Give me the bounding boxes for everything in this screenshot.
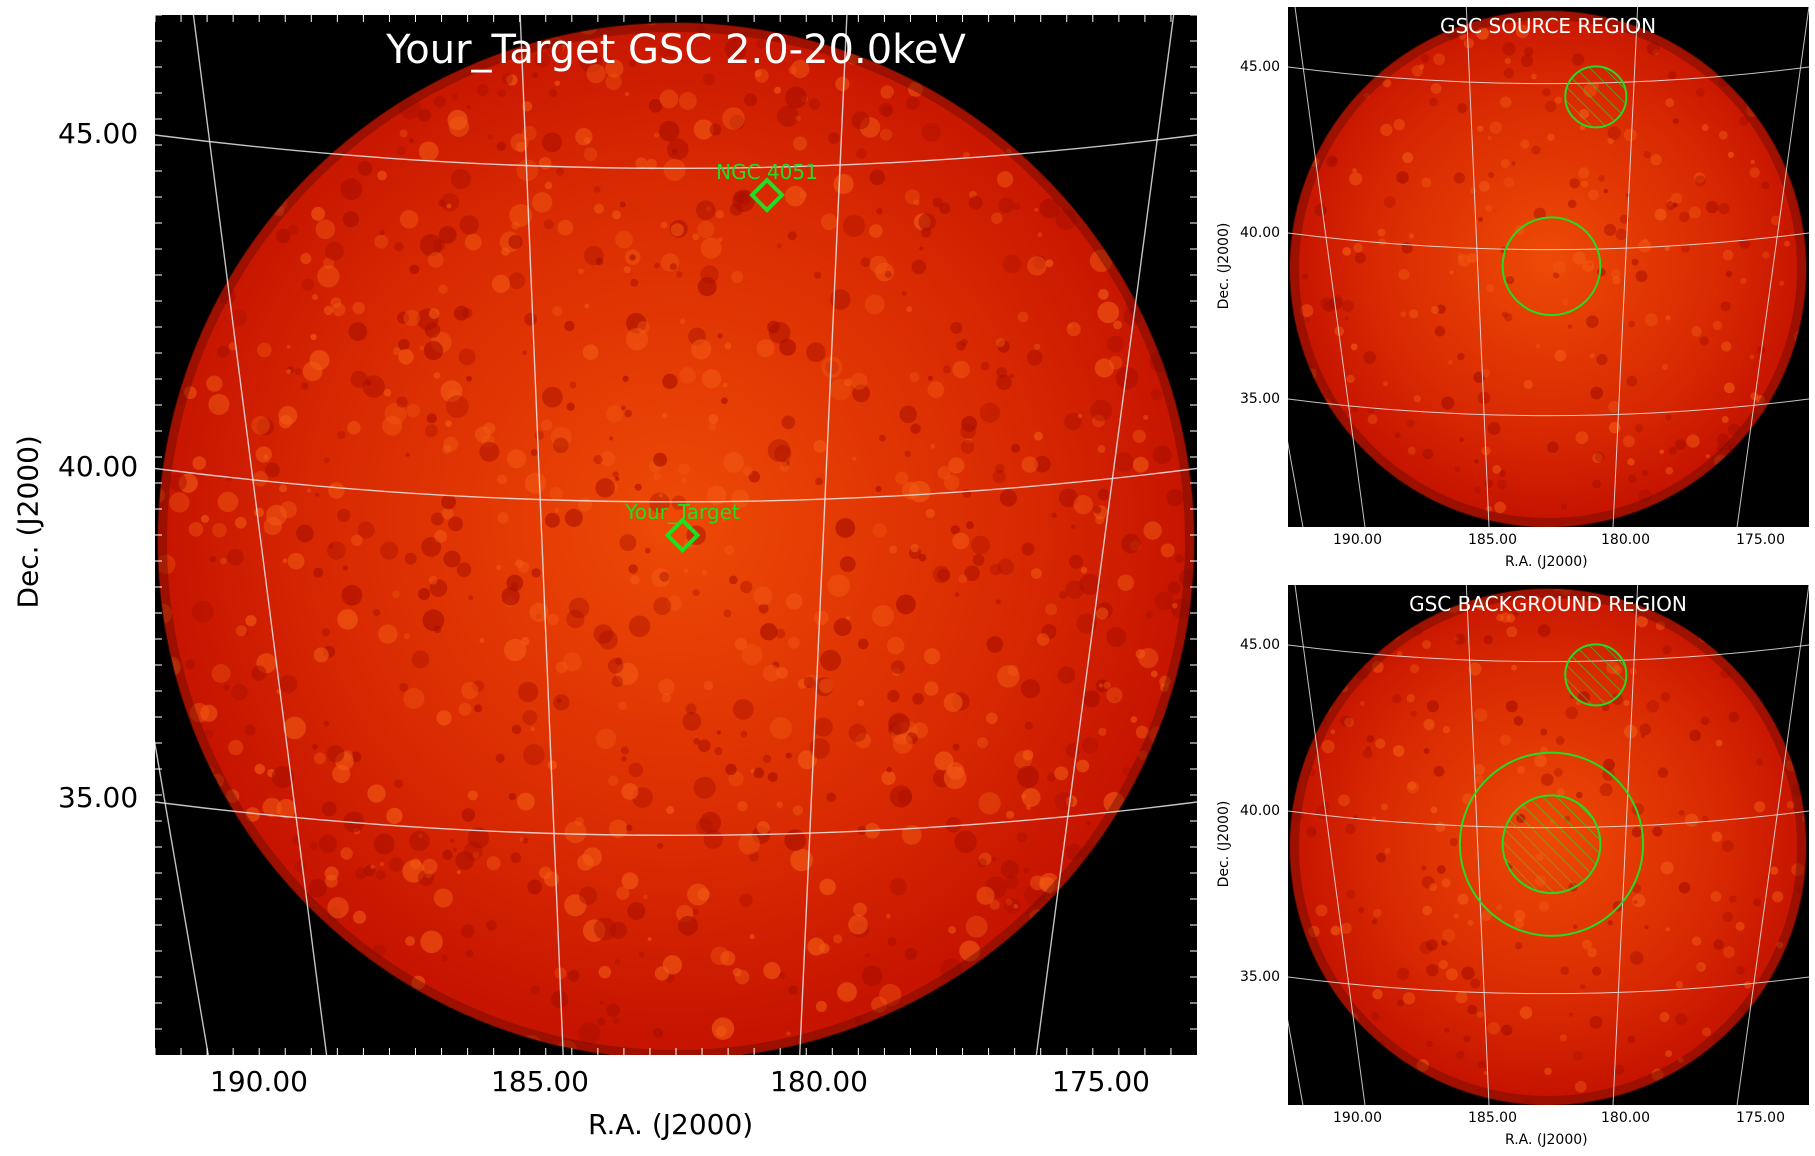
main-xtick-190: 190.00: [210, 1065, 308, 1098]
source-detector-disk: [1290, 11, 1806, 527]
background-ra-line-185: [1465, 585, 1490, 1105]
background-ytick-45: 45.00: [1240, 637, 1281, 653]
source-region-1: [1564, 65, 1628, 129]
main-ra-line-185: [519, 15, 564, 1055]
background-ytick-35: 35.00: [1240, 969, 1281, 985]
main-ra-line-180: [799, 15, 848, 1055]
main-ra-line-175: [1035, 15, 1175, 1055]
main-ytick-45: 45.00: [58, 117, 139, 150]
main-xtick-180: 180.00: [770, 1065, 868, 1098]
source-plot-area: GSC SOURCE REGION: [1288, 7, 1809, 527]
background-sky-image: [1288, 585, 1809, 1105]
background-ra-line-175: [1736, 585, 1809, 1105]
source-marker-0: [749, 177, 785, 213]
main-ylabel: Dec. (J2000): [11, 435, 45, 609]
source-xtick-180: 180.00: [1601, 532, 1650, 548]
source-label-0: NGC 4051: [716, 160, 818, 184]
main-panel: NGC 4051 Your_Target Your_Target GSC 2.0-…: [11, 15, 1197, 1141]
background-xtick-175: 175.00: [1736, 1110, 1785, 1126]
background-xtick-190: 190.00: [1333, 1110, 1382, 1126]
background-dec-line-45: [1288, 644, 1809, 663]
main-detector-disk: [158, 23, 1194, 1055]
source-title: GSC SOURCE REGION: [1439, 14, 1657, 38]
background-ytick-40: 40.00: [1240, 803, 1281, 819]
background-dec-line-35: [1288, 976, 1809, 995]
source-marker-1: [664, 517, 701, 554]
background-region-2: [1564, 643, 1628, 707]
background-ylabel: Dec. (J2000): [1216, 800, 1232, 888]
source-ytick-35: 35.00: [1240, 391, 1281, 407]
source-ylabel: Dec. (J2000): [1216, 222, 1232, 310]
source-xtick-185: 185.00: [1468, 532, 1517, 548]
source-dec-line-45: [1288, 66, 1809, 85]
source-ra-line-175: [1736, 7, 1809, 527]
source-xtick-190: 190.00: [1333, 532, 1382, 548]
main-ytick-35: 35.00: [58, 781, 139, 814]
source-ra-line-185: [1465, 7, 1490, 527]
source-ra-line-190: [1294, 7, 1366, 527]
main-ytick-40: 40.00: [58, 450, 139, 483]
source-dec-line-40: [1288, 232, 1809, 251]
source-ytick-45: 45.00: [1240, 59, 1281, 75]
source-ytick-40: 40.00: [1240, 225, 1281, 241]
background-plot-area: GSC BACKGROUND REGION: [1288, 585, 1809, 1105]
background-panel: GSC BACKGROUND REGION 45.00 40.00 35.00 …: [1210, 578, 1815, 1156]
source-xtick-175: 175.00: [1736, 532, 1785, 548]
main-dec-line-40: [155, 467, 1197, 503]
source-sky-image: [1288, 7, 1809, 527]
background-title: GSC BACKGROUND REGION: [1409, 592, 1687, 616]
source-xlabel: R.A. (J2000): [1505, 554, 1588, 570]
main-ra-line-192.5: [155, 739, 209, 1055]
source-panel: GSC SOURCE REGION 45.00 40.00 35.00 190.…: [1210, 0, 1815, 575]
background-coordinate-grid: [1288, 585, 1809, 1105]
main-frame-ticks: [155, 15, 1197, 1055]
main-title: Your_Target GSC 2.0-20.0keV: [386, 27, 966, 73]
background-xlabel: R.A. (J2000): [1505, 1132, 1588, 1148]
background-ra-line-180: [1612, 585, 1639, 1105]
source-region-0: [1501, 216, 1602, 317]
source-ra-line-180: [1612, 7, 1639, 527]
background-xtick-180: 180.00: [1601, 1110, 1650, 1126]
background-xtick-185: 185.00: [1468, 1110, 1517, 1126]
source-dec-line-35: [1288, 398, 1809, 417]
main-ra-line-190: [192, 15, 328, 1055]
main-coordinate-grid: [155, 15, 1197, 1055]
main-xtick-175: 175.00: [1052, 1065, 1150, 1098]
main-dec-line-45: [155, 134, 1197, 170]
background-region-0: [1458, 751, 1645, 937]
background-ra-line-190: [1294, 585, 1366, 1105]
main-sky-image: NGC 4051 Your_Target: [155, 15, 1197, 1055]
source-label-1: Your_Target: [624, 500, 740, 524]
main-xtick-185: 185.00: [491, 1065, 589, 1098]
main-plot-area: NGC 4051 Your_Target Your_Target GSC 2.0-…: [155, 15, 1197, 1055]
main-xlabel: R.A. (J2000): [588, 1108, 754, 1141]
background-region-1: [1501, 794, 1602, 895]
main-dec-line-35: [155, 801, 1197, 837]
source-coordinate-grid: [1288, 7, 1809, 527]
